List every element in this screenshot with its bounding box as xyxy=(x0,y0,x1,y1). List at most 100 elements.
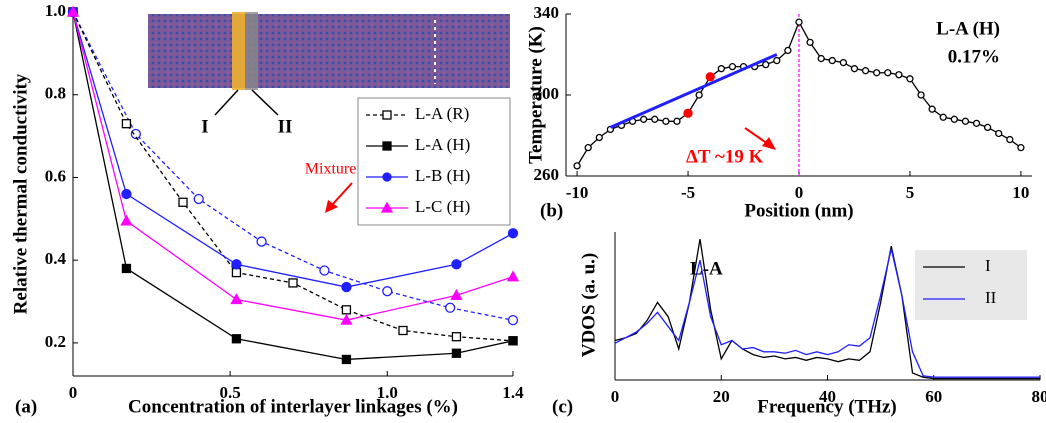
marker xyxy=(341,305,352,315)
legend-label: L-A (H) xyxy=(415,135,470,154)
annotation: ΔT ~19 K xyxy=(686,146,764,167)
x-tick-label: 0 xyxy=(69,383,78,402)
y-tick-label: 0.4 xyxy=(45,249,67,268)
marker xyxy=(66,5,80,17)
marker xyxy=(595,133,603,142)
marker xyxy=(995,129,1003,138)
marker xyxy=(983,123,992,132)
inset-label: I xyxy=(201,116,208,137)
marker xyxy=(950,115,958,123)
marker xyxy=(451,259,462,270)
marker xyxy=(444,302,456,313)
marker xyxy=(640,115,648,123)
marker xyxy=(683,108,693,118)
marker xyxy=(828,56,836,65)
marker xyxy=(705,72,715,82)
y-axis-label: Relative thermal conductivity xyxy=(10,73,31,314)
marker xyxy=(256,236,267,247)
marker xyxy=(906,75,914,83)
x-tick-label: 20 xyxy=(713,387,730,406)
marker xyxy=(1006,135,1014,144)
marker xyxy=(319,265,330,276)
legend-box xyxy=(915,250,1027,320)
marker xyxy=(193,193,204,205)
marker xyxy=(850,65,859,73)
marker xyxy=(673,117,681,125)
legend-marker xyxy=(382,172,392,182)
legend-label: L-C (H) xyxy=(415,197,470,216)
region-i xyxy=(232,12,245,90)
x-tick-label: -10 xyxy=(566,183,589,202)
legend-label: I xyxy=(985,256,991,275)
inset-lattice xyxy=(148,14,510,88)
marker xyxy=(895,71,903,79)
marker xyxy=(961,117,970,125)
x-tick-label: 10 xyxy=(1012,183,1029,202)
marker xyxy=(795,18,803,26)
y-tick-label: 260 xyxy=(534,165,560,184)
y-tick-label: 0.2 xyxy=(45,332,66,351)
y-tick-label: 300 xyxy=(534,84,560,103)
marker xyxy=(939,113,947,121)
x-tick-label: 0 xyxy=(795,183,804,202)
annotation: L-A (H) xyxy=(936,18,1000,39)
inset-label: II xyxy=(278,116,293,137)
pointer-i xyxy=(214,89,239,116)
marker xyxy=(231,259,242,270)
panel-label: (b) xyxy=(540,200,563,221)
arrow-head xyxy=(762,137,776,150)
panel-label: (c) xyxy=(552,396,573,417)
marker xyxy=(717,65,725,73)
marker xyxy=(341,281,352,293)
marker xyxy=(917,91,925,99)
marker xyxy=(230,293,243,305)
x-tick-label: 1.4 xyxy=(502,383,524,402)
legend-marker xyxy=(382,110,392,120)
marker xyxy=(288,278,298,288)
marker xyxy=(806,38,814,46)
y-axis-label: Temperature (K) xyxy=(525,26,546,164)
marker xyxy=(508,336,518,346)
marker xyxy=(584,143,592,152)
series-line xyxy=(72,11,514,361)
x-axis-label: Frequency (THz) xyxy=(757,396,897,417)
marker xyxy=(178,197,188,207)
series-line xyxy=(609,53,778,129)
legend-label: L-B (H) xyxy=(415,166,470,185)
marker xyxy=(972,119,981,127)
marker xyxy=(121,119,132,129)
marker xyxy=(506,270,520,282)
marker xyxy=(695,91,703,99)
x-tick-label: 1.0 xyxy=(377,383,398,402)
marker xyxy=(784,46,792,55)
marker xyxy=(382,286,393,297)
marker xyxy=(1017,143,1025,152)
marker xyxy=(839,58,848,67)
marker xyxy=(450,289,463,300)
annotation: L-A xyxy=(690,258,723,279)
legend-marker xyxy=(382,141,392,151)
y-tick-label: 340 xyxy=(534,3,560,22)
y-axis-label: VDOS (a. u.) xyxy=(578,253,599,358)
x-tick-label: 0 xyxy=(611,387,620,406)
inset-structure xyxy=(148,12,510,116)
marker xyxy=(120,214,133,226)
x-tick-label: 40 xyxy=(819,387,836,406)
x-tick-label: 0.5 xyxy=(220,383,241,402)
marker xyxy=(884,69,892,77)
x-tick-label: -5 xyxy=(681,183,695,202)
series-line xyxy=(614,248,1040,378)
marker xyxy=(861,67,870,75)
y-tick-label: 0.8 xyxy=(45,84,66,103)
marker xyxy=(573,162,581,170)
marker xyxy=(231,334,242,344)
x-axis-label: Concentration of interlayer linkages (%) xyxy=(128,396,458,417)
marker xyxy=(507,228,519,239)
marker xyxy=(451,332,462,342)
series-line xyxy=(72,11,514,288)
marker xyxy=(507,315,519,326)
marker xyxy=(728,63,737,71)
pointer-ii xyxy=(251,89,279,116)
x-tick-label: 5 xyxy=(906,183,915,202)
